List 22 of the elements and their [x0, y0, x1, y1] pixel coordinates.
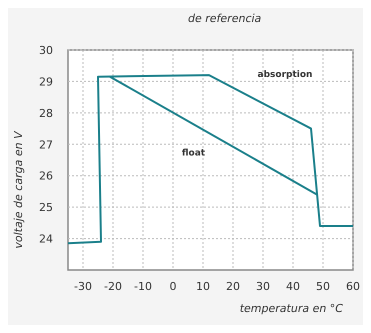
x-tick-label: 0: [170, 280, 176, 293]
x-tick-label: 50: [316, 280, 330, 293]
y-tick-label: 28: [39, 106, 53, 120]
x-tick-label: 10: [196, 280, 210, 293]
x-axis-title: temperatura en °C: [240, 302, 344, 315]
text: absorption: [258, 70, 312, 80]
text: de referencia: [188, 12, 262, 25]
y-tick-label: 30: [39, 44, 53, 57]
y-tick-label: 25: [39, 201, 53, 214]
x-tick-label: 60: [346, 280, 360, 293]
x-tick-label: 20: [226, 280, 240, 293]
series-label: float: [182, 148, 206, 159]
y-tick-label: 24: [39, 232, 53, 246]
x-tick-label: 40: [286, 280, 300, 293]
y-tick-label: 29: [39, 75, 53, 88]
y-tick-label: 26: [39, 170, 53, 183]
x-tick-label: 30: [256, 280, 270, 293]
x-tick-label: -10: [134, 280, 152, 293]
x-tick-label: -30: [74, 280, 92, 293]
x-tick-label: -20: [104, 280, 122, 293]
y-axis-title: voltaje de carga en V: [12, 130, 25, 249]
y-tick-label: 27: [39, 138, 53, 152]
